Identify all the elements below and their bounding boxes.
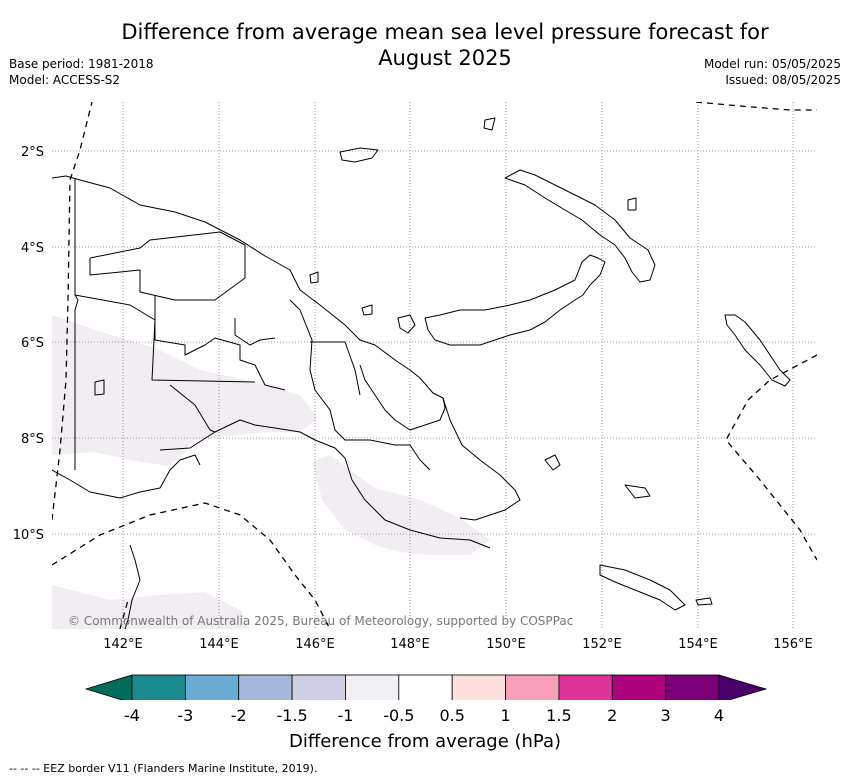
- colorbar-tick-label: 3: [660, 706, 671, 725]
- fergusson-islands: [544, 454, 651, 499]
- colorbar-tick-label: 1.5: [546, 706, 572, 725]
- chart-title: Difference from average mean sea level p…: [100, 19, 790, 71]
- colorbar-tick-label: -1.5: [276, 706, 308, 725]
- province-border-6: [289, 299, 431, 471]
- colorbar-tick-label: 1: [500, 706, 511, 725]
- anomaly-region-south: [52, 585, 250, 629]
- colorbar-swatch: [398, 674, 453, 700]
- title-line-1: Difference from average mean sea level p…: [121, 20, 769, 44]
- eez-footer-note: -- -- -- EEZ border V11 (Flanders Marine…: [9, 762, 318, 775]
- cape-york: [124, 544, 141, 629]
- colorbar-tick-label: -2: [230, 706, 247, 725]
- small-island-b: [309, 271, 319, 284]
- lon-label-146e: 146°E: [295, 637, 335, 652]
- province-border-7: [234, 318, 276, 346]
- base-period: Base period: 1981-2018: [9, 57, 154, 71]
- small-island-c: [361, 304, 373, 316]
- lon-label-142e: 142°E: [103, 637, 143, 652]
- colorbar-under-arrow: [84, 674, 133, 700]
- meta-left: Base period: 1981-2018 Model: ACCESS-S2: [9, 56, 154, 88]
- latitude-labels: 2°S 4°S 6°S 8°S 10°S: [13, 145, 44, 543]
- lon-label-150e: 150°E: [486, 637, 526, 652]
- lon-label-148e: 148°E: [390, 637, 430, 652]
- small-island-d: [627, 197, 637, 211]
- south-coast-west: [52, 454, 201, 499]
- lat-label-10s: 10°S: [13, 528, 44, 543]
- lon-label-156e: 156°E: [773, 637, 813, 652]
- map-content: [52, 102, 817, 629]
- longitude-labels: 142°E 144°E 146°E 148°E 150°E 152°E 154°…: [103, 637, 813, 652]
- model-run: Model run: 05/05/2025: [703, 57, 841, 71]
- colorbar-swatch: [345, 674, 400, 700]
- colorbar-title: Difference from average (hPa): [288, 731, 562, 752]
- new-ireland: [504, 169, 656, 283]
- eez-west-north: [52, 102, 93, 521]
- umboi-island: [397, 314, 416, 334]
- province-border-4: [169, 384, 216, 433]
- small-island-a: [483, 117, 496, 131]
- colorbar-swatch: [665, 674, 720, 700]
- meta-right: Model run: 05/05/2025 Issued: 08/05/2025: [704, 56, 841, 88]
- anomaly-region-gulf: [312, 455, 490, 555]
- model-name: Model: ACCESS-S2: [9, 73, 121, 87]
- eez-northeast: [695, 102, 817, 111]
- graticule: [52, 102, 817, 629]
- colorbar-swatch: [558, 674, 613, 700]
- coastlines: [52, 117, 791, 629]
- eez-southwest: [119, 599, 129, 629]
- huon-coast: [359, 364, 446, 431]
- colorbar-tick-label: -0.5: [383, 706, 415, 725]
- lat-label-2s: 2°S: [21, 145, 44, 160]
- lat-label-8s: 8°S: [21, 432, 44, 447]
- colorbar-swatch: [238, 674, 293, 700]
- colorbar-tick-label: 2: [607, 706, 618, 725]
- map-svg: 2°S 4°S 6°S 8°S 10°S 142°E 144°E 146°E 1…: [13, 102, 817, 700]
- lon-label-144e: 144°E: [199, 637, 239, 652]
- manus-island: [339, 147, 379, 163]
- colorbar-swatch: [505, 674, 560, 700]
- anomaly-shading: [52, 315, 490, 629]
- colorbar-swatch: [451, 674, 506, 700]
- papuan-peninsula: [442, 397, 521, 521]
- new-guinea-north-coast: [52, 175, 444, 399]
- eez-borders: [52, 102, 817, 629]
- colorbar-swatch: [611, 674, 667, 700]
- colorbar-over-arrow: [718, 674, 768, 700]
- colorbar-tick-label: -1: [337, 706, 354, 725]
- province-border-2: [89, 231, 246, 301]
- colorbar-swatch: [131, 674, 186, 700]
- colorbar-tick-label: 0.5: [439, 706, 465, 725]
- western-border: [74, 178, 79, 470]
- colorbar-tick-label: -3: [177, 706, 194, 725]
- eez-east: [725, 354, 817, 561]
- colorbar-tick-label: 4: [713, 706, 725, 725]
- new-britain: [424, 254, 606, 346]
- copyright-notice: © Commonwealth of Australia 2025, Bureau…: [68, 614, 574, 628]
- lon-label-152e: 152°E: [582, 637, 622, 652]
- colorbar-swatch: [291, 674, 346, 700]
- louisiade-archipelago: [599, 564, 686, 611]
- title-line-2: August 2025: [378, 46, 512, 70]
- issued-date: Issued: 08/05/2025: [725, 73, 841, 87]
- colorbar-swatch: [184, 674, 240, 700]
- lat-label-6s: 6°S: [21, 336, 44, 351]
- small-island-e: [695, 597, 713, 606]
- anomaly-region-west: [52, 315, 318, 466]
- province-border-5: [310, 341, 361, 396]
- new-guinea-south-coast: [159, 419, 491, 549]
- eez-south: [52, 502, 331, 629]
- colorbar-tick-label: -4: [124, 706, 140, 725]
- lat-label-4s: 4°S: [21, 241, 44, 256]
- small-island-f: [94, 379, 105, 396]
- bougainville: [724, 314, 791, 387]
- province-border-3: [154, 295, 286, 391]
- lon-label-154e: 154°E: [678, 637, 718, 652]
- colorbar: [84, 674, 768, 700]
